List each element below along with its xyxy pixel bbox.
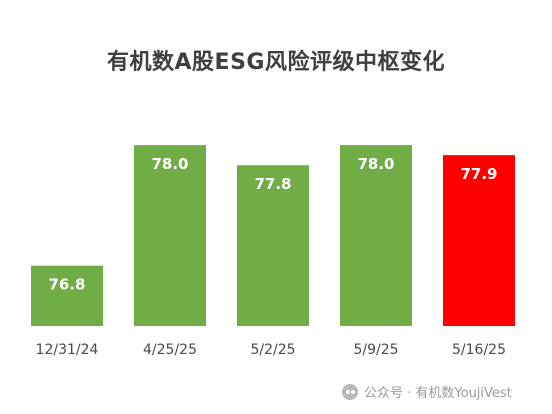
bar-5/2/25 (237, 165, 309, 326)
watermark-text: 公众号 · 有机数YoujiVest (364, 386, 512, 401)
data-label-12/31/24: 76.8 (48, 276, 85, 294)
x-tick-label-5/9/25: 5/9/25 (353, 342, 398, 358)
x-tick-label-5/2/25: 5/2/25 (250, 342, 295, 358)
bar-12/31/24 (31, 265, 103, 326)
data-label-4/25/25: 78.0 (151, 155, 188, 173)
bar-5/16/25 (443, 155, 515, 326)
chart-title: 有机数A股ESG风险评级中枢变化 (107, 50, 445, 75)
data-label-5/9/25: 78.0 (357, 155, 394, 173)
bar-4/25/25 (134, 145, 206, 326)
wechat-icon (342, 383, 358, 400)
x-tick-label-4/25/25: 4/25/25 (143, 342, 197, 358)
x-tick-label-12/31/24: 12/31/24 (36, 342, 99, 358)
bar-5/9/25 (340, 145, 412, 326)
x-tick-label-5/16/25: 5/16/25 (452, 342, 506, 358)
data-label-5/16/25: 77.9 (460, 165, 497, 183)
data-label-5/2/25: 77.8 (254, 175, 291, 193)
watermark: 公众号 · 有机数YoujiVest (342, 382, 512, 401)
